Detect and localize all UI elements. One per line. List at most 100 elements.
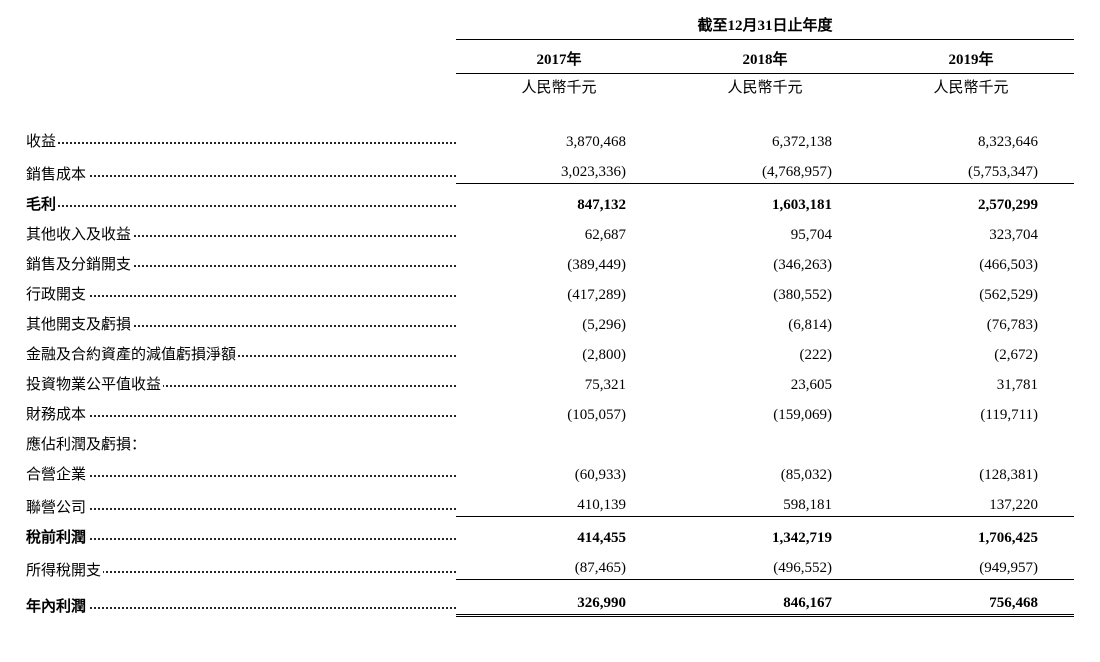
table-row: 稅前利潤 414,4551,342,7191,706,425 — [26, 517, 1074, 548]
row-label: 聯營公司 — [26, 484, 456, 517]
value-cell: 75,321 — [456, 364, 662, 394]
value-cell: 1,342,719 — [662, 517, 868, 548]
value-cell: (222) — [662, 334, 868, 364]
row-label: 行政開支 — [26, 274, 456, 304]
value-cell: 326,990 — [456, 580, 662, 616]
value-cell: (87,465) — [456, 547, 662, 580]
value-cell: (5,753,347) — [868, 151, 1074, 184]
row-label-text: 財務成本 — [26, 407, 88, 423]
value-cell: 1,603,181 — [662, 184, 868, 215]
value-cell — [456, 424, 662, 454]
row-label: 金融及合約資產的減值虧損淨額 — [26, 334, 456, 364]
table-row: 銷售成本 3,023,336)(4,768,957)(5,753,347) — [26, 151, 1074, 184]
value-cell: (466,503) — [868, 244, 1074, 274]
table-row: 金融及合約資產的減值虧損淨額(2,800)(222)(2,672) — [26, 334, 1074, 364]
row-label-text: 銷售成本 — [26, 167, 88, 183]
row-label-text: 銷售及分銷開支 — [26, 257, 133, 273]
row-label: 其他開支及虧損 — [26, 304, 456, 334]
row-label-text: 所得稅開支 — [26, 563, 103, 579]
value-cell: (128,381) — [868, 454, 1074, 484]
value-cell: 23,605 — [662, 364, 868, 394]
value-cell: 3,023,336) — [456, 151, 662, 184]
row-label: 收益 — [26, 121, 456, 151]
value-cell: (105,057) — [456, 394, 662, 424]
row-label-text: 年內利潤 — [26, 599, 88, 615]
value-cell: 847,132 — [456, 184, 662, 215]
table-row: 銷售及分銷開支 (389,449)(346,263)(466,503) — [26, 244, 1074, 274]
value-cell: 323,704 — [868, 214, 1074, 244]
value-cell: 3,870,468 — [456, 121, 662, 151]
table-row: 收益3,870,4686,372,1388,323,646 — [26, 121, 1074, 151]
row-label: 銷售及分銷開支 — [26, 244, 456, 274]
row-label: 毛利 — [26, 184, 456, 215]
year-2018: 2018年 — [662, 40, 868, 74]
row-label-text: 收益 — [26, 134, 58, 150]
value-cell: 8,323,646 — [868, 121, 1074, 151]
value-cell: (380,552) — [662, 274, 868, 304]
table-row: 應佔利潤及虧損： — [26, 424, 1074, 454]
value-cell: (4,768,957) — [662, 151, 868, 184]
period-row: 截至12月31日止年度 — [26, 14, 1074, 40]
value-cell: (119,711) — [868, 394, 1074, 424]
row-label: 財務成本 — [26, 394, 456, 424]
table-row: 財務成本 (105,057)(159,069)(119,711) — [26, 394, 1074, 424]
table-row: 聯營公司 410,139598,181137,220 — [26, 484, 1074, 517]
value-cell: 756,468 — [868, 580, 1074, 616]
table-row: 所得稅開支 (87,465)(496,552)(949,957) — [26, 547, 1074, 580]
row-label: 投資物業公平值收益 — [26, 364, 456, 394]
value-cell: 95,704 — [662, 214, 868, 244]
row-label-text: 其他開支及虧損 — [26, 317, 133, 333]
value-cell: 31,781 — [868, 364, 1074, 394]
value-cell — [868, 424, 1074, 454]
row-label: 應佔利潤及虧損： — [26, 424, 456, 454]
unit-2018: 人民幣千元 — [662, 74, 868, 108]
table-row: 毛利 847,1321,603,1812,570,299 — [26, 184, 1074, 215]
row-label-text: 聯營公司 — [26, 500, 88, 516]
value-cell: 846,167 — [662, 580, 868, 616]
table-row: 其他開支及虧損 (5,296)(6,814)(76,783) — [26, 304, 1074, 334]
value-cell: (346,263) — [662, 244, 868, 274]
row-label: 稅前利潤 — [26, 517, 456, 548]
value-cell — [662, 424, 868, 454]
value-cell: (60,933) — [456, 454, 662, 484]
value-cell: 1,706,425 — [868, 517, 1074, 548]
value-cell: (5,296) — [456, 304, 662, 334]
row-label: 合營企業 — [26, 454, 456, 484]
row-label: 銷售成本 — [26, 151, 456, 184]
value-cell: (417,289) — [456, 274, 662, 304]
row-label-text: 稅前利潤 — [26, 530, 88, 546]
table-row: 其他收入及收益 62,68795,704323,704 — [26, 214, 1074, 244]
value-cell: 2,570,299 — [868, 184, 1074, 215]
value-cell: (2,800) — [456, 334, 662, 364]
value-cell: 62,687 — [456, 214, 662, 244]
value-cell: (159,069) — [662, 394, 868, 424]
row-label-text: 應佔利潤及虧損： — [26, 437, 148, 453]
value-cell: (949,957) — [868, 547, 1074, 580]
income-statement-table: 截至12月31日止年度 2017年 2018年 2019年 人民幣千元 人民幣千… — [26, 14, 1074, 617]
year-row: 2017年 2018年 2019年 — [26, 40, 1074, 74]
row-label-text: 合營企業 — [26, 467, 88, 483]
year-2019: 2019年 — [868, 40, 1074, 74]
row-label-text: 毛利 — [26, 197, 58, 213]
row-label-text: 金融及合約資產的減值虧損淨額 — [26, 347, 238, 363]
row-label: 其他收入及收益 — [26, 214, 456, 244]
table-row: 合營企業(60,933)(85,032)(128,381) — [26, 454, 1074, 484]
row-label: 所得稅開支 — [26, 547, 456, 580]
row-label-text: 其他收入及收益 — [26, 227, 133, 243]
table-row: 行政開支 (417,289)(380,552)(562,529) — [26, 274, 1074, 304]
value-cell: (76,783) — [868, 304, 1074, 334]
table-row: 投資物業公平值收益 75,32123,60531,781 — [26, 364, 1074, 394]
value-cell: 414,455 — [456, 517, 662, 548]
value-cell: 410,139 — [456, 484, 662, 517]
value-cell: 598,181 — [662, 484, 868, 517]
value-cell: (496,552) — [662, 547, 868, 580]
row-label-text: 行政開支 — [26, 287, 88, 303]
value-cell: 137,220 — [868, 484, 1074, 517]
value-cell: (389,449) — [456, 244, 662, 274]
unit-row: 人民幣千元 人民幣千元 人民幣千元 — [26, 74, 1074, 108]
row-label-text: 投資物業公平值收益 — [26, 377, 163, 393]
value-cell: (562,529) — [868, 274, 1074, 304]
value-cell: (6,814) — [662, 304, 868, 334]
unit-2019: 人民幣千元 — [868, 74, 1074, 108]
row-label: 年內利潤 — [26, 580, 456, 616]
